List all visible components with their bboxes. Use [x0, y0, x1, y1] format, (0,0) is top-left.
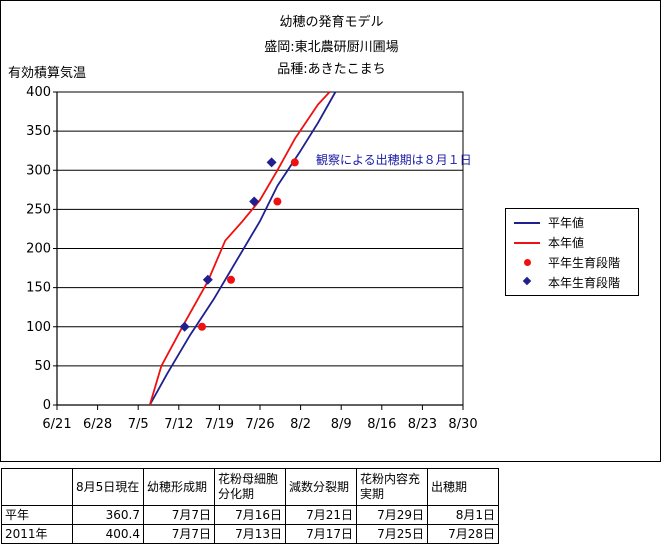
table-header-cell: 8月5日現在 [72, 468, 144, 506]
diamond-marker [179, 321, 190, 332]
table-cell: 2011年 [1, 524, 73, 544]
x-tick-label: 8/23 [408, 417, 437, 432]
table-header-cell: 花粉内容充実期 [356, 468, 428, 506]
table-cell: 7月21日 [285, 505, 357, 525]
y-tick-label: 50 [34, 359, 51, 374]
chart-title-line-2: 盛岡:東北農研厨川圃場 [264, 40, 399, 55]
table-cell: 7月17日 [285, 524, 357, 544]
y-tick-label: 200 [26, 242, 51, 257]
legend-item-normal-stage: 平年生育段階 [506, 253, 640, 273]
table-row: 平年 360.7 7月7日 7月16日 7月21日 7月29日 8月1日 [1, 505, 499, 525]
table-header-cell: 幼穂形成期 [143, 468, 215, 506]
legend-line-swatch [514, 222, 540, 224]
legend-label: 平年生育段階 [548, 256, 621, 270]
legend-diamond-marker [522, 276, 532, 286]
chart-frame [0, 0, 661, 462]
x-tick-label: 7/5 [128, 417, 149, 432]
line-chart: 0 50 100 150 200 250 300 350 400 6/21 6/28 7/5 7/12… [26, 85, 478, 432]
x-tick-label: 7/12 [164, 417, 193, 432]
series-markers [179, 157, 299, 332]
y-axis-title: 有効積算気温 [8, 66, 87, 81]
y-tick-label: 350 [26, 124, 51, 139]
x-tick-label: 6/21 [42, 417, 71, 432]
x-tick-labels: 6/21 6/28 7/5 7/12 7/19 7/26 8/2 8/9 8/16 8/23 8/3… [42, 405, 478, 432]
legend-item-current-line: 本年値 [506, 233, 640, 253]
x-tick-label: 7/19 [205, 417, 234, 432]
annotation-heading-date: 観察による出穂期は８月１日 [316, 153, 472, 167]
x-tick-label: 8/16 [367, 417, 396, 432]
table-cell: 7月7日 [143, 505, 215, 525]
legend-item-current-stage: 本年生育段階 [506, 273, 640, 293]
legend-label: 本年値 [548, 236, 585, 250]
series-line-1 [148, 91, 331, 406]
diamond-marker [202, 274, 213, 285]
table-cell: 360.7 [72, 505, 144, 525]
circle-marker [227, 275, 235, 284]
legend-line-swatch [514, 242, 540, 244]
gridlines [57, 91, 463, 367]
table-header-cell [1, 468, 73, 506]
chart-title-line-3: 品種:あきたこまち [277, 62, 386, 77]
y-tick-label: 250 [26, 202, 51, 217]
table-cell: 7月7日 [143, 524, 215, 544]
y-tick-label: 100 [26, 320, 51, 335]
table-cell: 7月16日 [214, 505, 286, 525]
y-tick-label: 0 [43, 398, 51, 413]
diamond-marker [249, 196, 260, 207]
series-lines [148, 91, 337, 406]
table-cell: 8月1日 [427, 505, 499, 525]
x-tick-label: 8/30 [448, 417, 477, 432]
x-tick-label: 6/28 [83, 417, 112, 432]
chart-title-line-1: 幼穂の発育モデル [279, 15, 384, 30]
growth-stage-table: 8月5日現在 幼穂形成期 花粉母細胞分化期 減数分裂期 花粉内容充実期 出穂期 … [1, 468, 499, 544]
table-cell: 平年 [1, 505, 73, 525]
table-cell: 400.4 [72, 524, 144, 544]
table-cell: 7月28日 [427, 524, 499, 544]
table-cell: 7月13日 [214, 524, 286, 544]
diamond-marker [266, 157, 277, 168]
legend-item-normal-line: 平年値 [506, 213, 640, 233]
x-tick-label: 7/26 [245, 417, 274, 432]
x-tick-label: 8/2 [290, 417, 311, 432]
table-header-cell: 花粉母細胞分化期 [214, 468, 286, 506]
table-cell: 7月25日 [356, 524, 428, 544]
table-row: 2011年 400.4 7月7日 7月13日 7月17日 7月25日 7月28日 [1, 524, 499, 544]
y-tick-label: 300 [26, 163, 51, 178]
y-tick-label: 150 [26, 281, 51, 296]
legend: 平年値 本年値 平年生育段階 本年生育段階 [505, 208, 639, 296]
legend-circle-marker [524, 259, 531, 266]
table-cell: 7月29日 [356, 505, 428, 525]
table-header-cell: 減数分裂期 [285, 468, 357, 506]
legend-label: 平年値 [548, 216, 585, 230]
y-tick-labels: 0 50 100 150 200 250 300 350 400 [26, 85, 57, 413]
x-tick-label: 8/9 [331, 417, 352, 432]
circle-marker [290, 158, 299, 167]
table-header-cell: 出穂期 [427, 468, 499, 506]
y-tick-label: 400 [26, 85, 51, 100]
circle-marker [273, 197, 282, 206]
circle-marker [198, 322, 206, 331]
table-header-row: 8月5日現在 幼穂形成期 花粉母細胞分化期 減数分裂期 花粉内容充実期 出穂期 [1, 468, 499, 506]
series-line-0 [149, 91, 337, 406]
legend-label: 本年生育段階 [548, 276, 621, 290]
